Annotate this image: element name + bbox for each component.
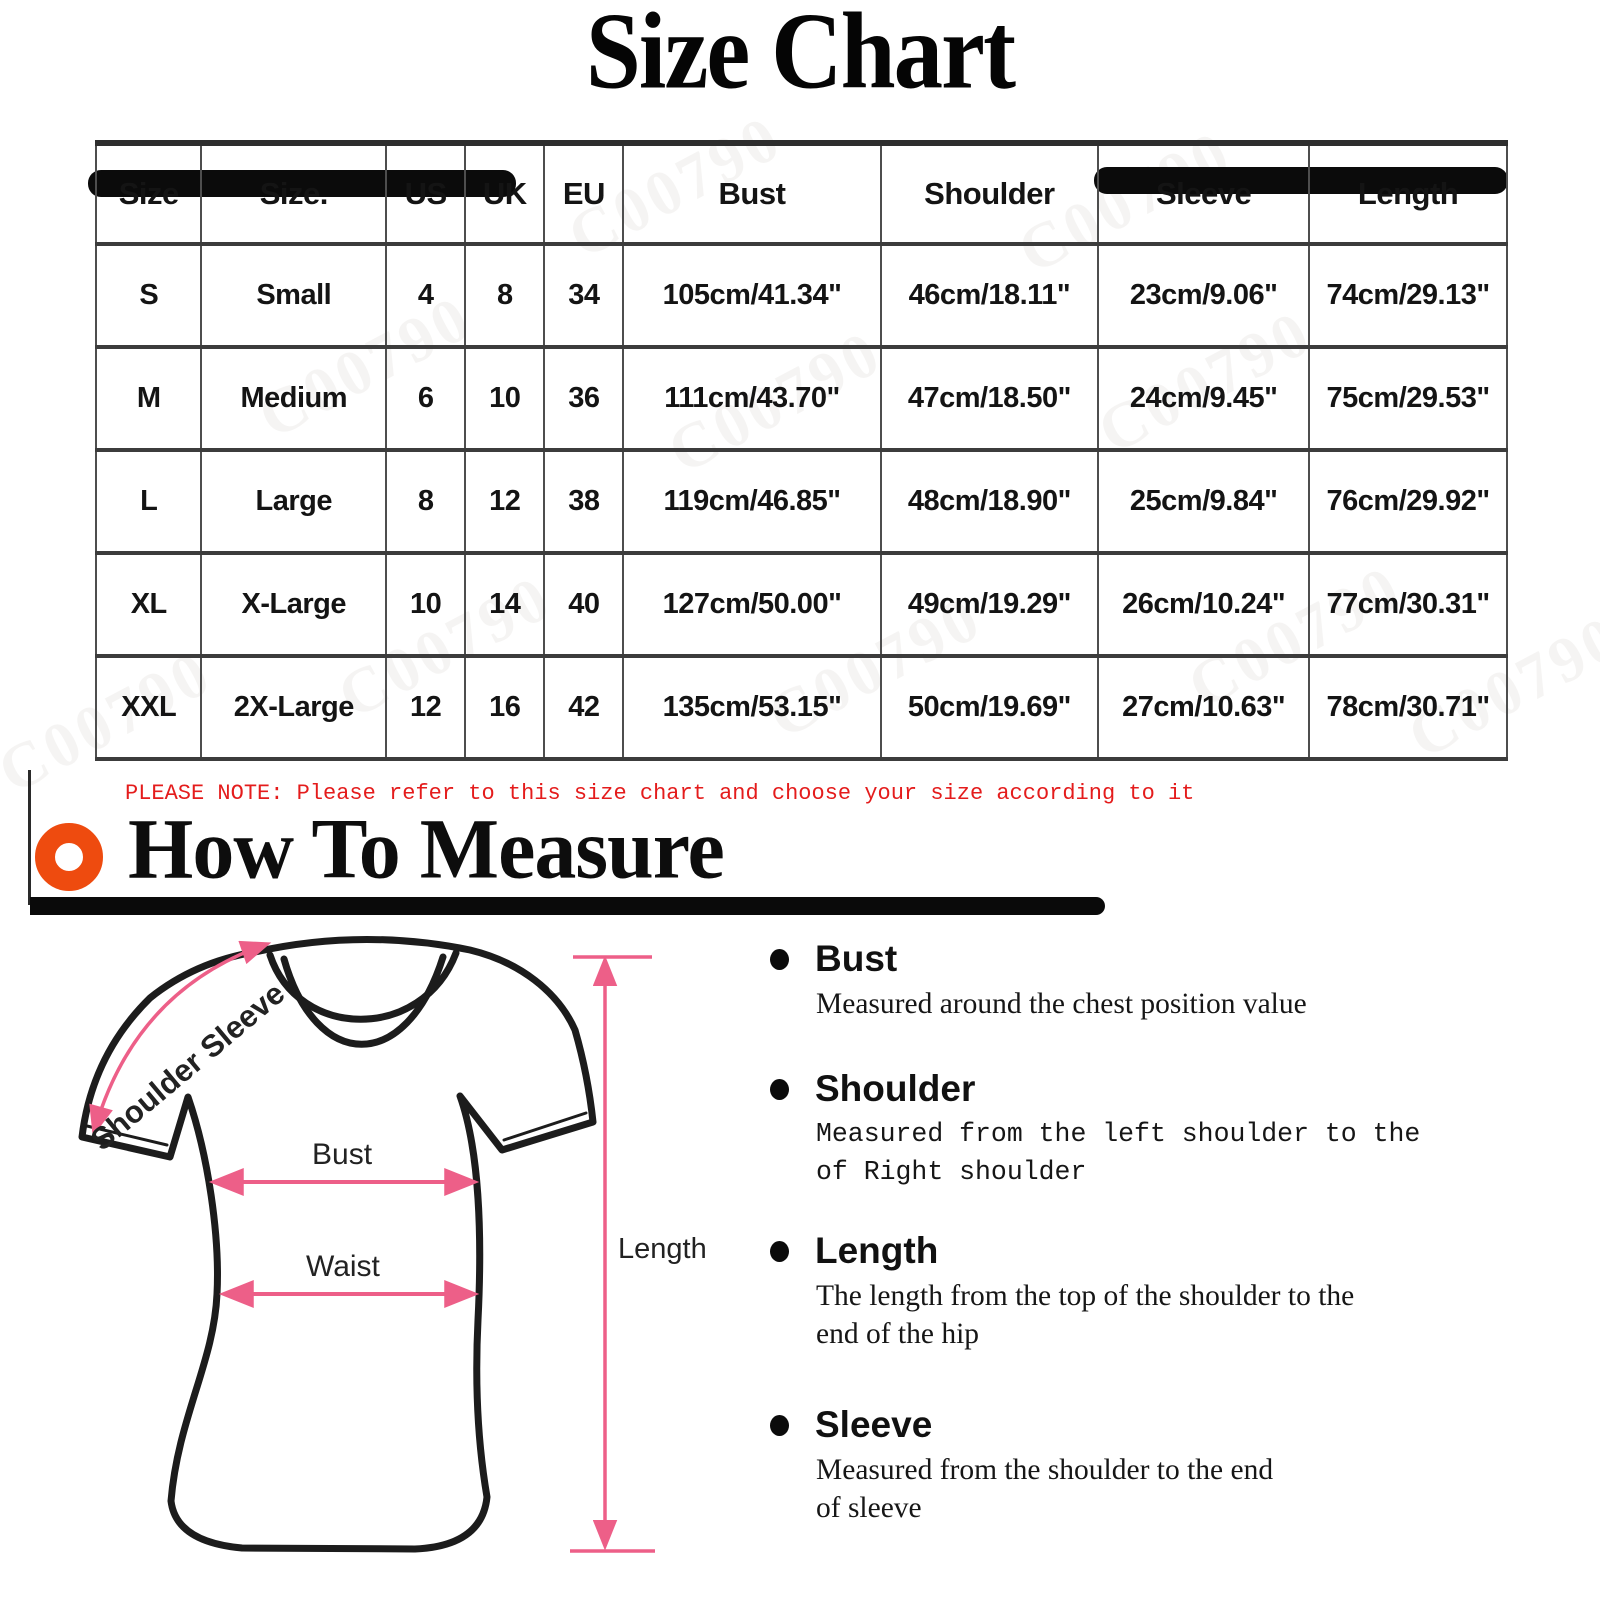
table-cell: 16 (464, 654, 546, 761)
measure-item-shoulder: Shoulder Measured from the left shoulder… (770, 1068, 1450, 1191)
table-row: M Medium 6 10 36 111cm/43.70" 47cm/18.50" 24cm/… (94, 345, 1508, 452)
measure-item-bust: Bust Measured around the chest position … (770, 938, 1450, 1024)
table-cell: 76cm/29.92" (1308, 448, 1508, 555)
measure-label: Bust (815, 938, 898, 979)
column-header: Sleeve (1097, 140, 1311, 246)
table-cell: 40 (543, 551, 625, 658)
table-cell: 36 (543, 345, 625, 452)
table-cell: 8 (464, 242, 546, 349)
table-cell: 27cm/10.63" (1097, 654, 1311, 761)
table-cell: 6 (385, 345, 467, 452)
table-cell: 127cm/50.00" (622, 551, 882, 658)
table-cell: Small (200, 242, 388, 349)
table-cell: 111cm/43.70" (622, 345, 882, 452)
table-cell: 47cm/18.50" (879, 345, 1100, 452)
tshirt-outline (78, 935, 597, 1553)
size-table: Size Size. US UK EU Bust Shoulder Sleeve Length … (94, 140, 1508, 761)
page-title: Size Chart (585, 0, 1016, 112)
table-cell: 42 (543, 654, 625, 761)
table-cell: 10 (385, 551, 467, 658)
measurement-lines (89, 940, 655, 1553)
table-cell: 49cm/19.29" (879, 551, 1100, 658)
table-cell: 10 (464, 345, 546, 452)
tshirt-measurement-diagram: Shoulder Sleeve Bust Waist Length (78, 935, 707, 1553)
table-cell: 119cm/46.85" (622, 448, 882, 555)
table-cell: 50cm/19.69" (879, 654, 1100, 761)
measure-item-length: Length The length from the top of the sh… (770, 1230, 1450, 1354)
length-label: Length (618, 1233, 707, 1265)
left-edge-line (28, 770, 31, 905)
measure-description: Measured around the chest position value (816, 988, 1307, 1020)
table-cell: 46cm/18.11" (879, 242, 1100, 349)
table-row: S Small 4 8 34 105cm/41.34" 46cm/18.11" 23cm/9.… (94, 242, 1508, 349)
table-cell: 77cm/30.31" (1308, 551, 1508, 658)
table-row: XXL 2X-Large 12 16 42 135cm/53.15" 50cm/19.69"… (94, 654, 1508, 761)
measure-label: Shoulder (815, 1068, 976, 1109)
column-header: Size. (200, 140, 388, 246)
table-cell: 48cm/18.90" (879, 448, 1100, 555)
how-to-measure-heading: How To Measure (128, 802, 725, 897)
table-row: L Large 8 12 38 119cm/46.85" 48cm/18.90" 25cm/9… (94, 448, 1508, 555)
measure-item-sleeve: Sleeve Measured from the shoulder to the… (770, 1404, 1450, 1528)
table-row: XL X-Large 10 14 40 127cm/50.00" 49cm/19.29" 26… (94, 551, 1508, 658)
column-header: Shoulder (879, 140, 1100, 246)
column-header: Bust (622, 140, 882, 246)
table-cell: 2X-Large (200, 654, 388, 761)
shoulder-sleeve-label: Shoulder Sleeve (84, 975, 291, 1157)
table-cell: 4 (385, 242, 467, 349)
shoulder-sleeve-arrow (89, 940, 272, 1137)
measure-description: Measured from the shoulder to the end of… (816, 1454, 1274, 1524)
table-cell: 12 (464, 448, 546, 555)
table-cell: Large (200, 448, 388, 555)
table-cell: 135cm/53.15" (622, 654, 882, 761)
bullet-icon (770, 1414, 789, 1436)
bullet-icon (770, 1240, 789, 1262)
table-cell: 24cm/9.45" (1097, 345, 1311, 452)
table-cell: 75cm/29.53" (1308, 345, 1508, 452)
measure-label: Length (815, 1230, 939, 1271)
column-header: UK (464, 140, 546, 246)
table-cell: 74cm/29.13" (1308, 242, 1508, 349)
table-cell: XXL (94, 654, 203, 761)
table-header-row: Size Size. US UK EU Bust Shoulder Sleeve Length (94, 140, 1508, 246)
measure-label: Sleeve (815, 1404, 933, 1445)
table-cell: 38 (543, 448, 625, 555)
table-cell: 78cm/30.71" (1308, 654, 1508, 761)
bullet-icon (770, 948, 789, 970)
bust-label: Bust (312, 1138, 373, 1171)
table-cell: 26cm/10.24" (1097, 551, 1311, 658)
table-cell: Medium (200, 345, 388, 452)
measure-description: Measured from the left shoulder to the o… (816, 1119, 1421, 1187)
size-note: PLEASE NOTE: Please refer to this size c… (125, 781, 1195, 806)
table-cell: S (94, 242, 203, 349)
table-cell: 12 (385, 654, 467, 761)
table-cell: 34 (543, 242, 625, 349)
table-cell: M (94, 345, 203, 452)
table-cell: X-Large (200, 551, 388, 658)
table-cell: L (94, 448, 203, 555)
table-cell: 14 (464, 551, 546, 658)
column-header: US (385, 140, 467, 246)
waist-label: Waist (306, 1250, 381, 1283)
table-cell: 23cm/9.06" (1097, 242, 1311, 349)
bullet-icon (770, 1078, 789, 1100)
table-cell: XL (94, 551, 203, 658)
ring-bullet-icon (35, 823, 103, 891)
measure-description: The length from the top of the shoulder … (816, 1280, 1355, 1350)
column-header: EU (543, 140, 625, 246)
heading-underline (30, 897, 1105, 915)
table-cell: 105cm/41.34" (622, 242, 882, 349)
column-header: Length (1308, 140, 1508, 246)
column-header: Size (94, 140, 203, 246)
table-cell: 25cm/9.84" (1097, 448, 1311, 555)
table-cell: 8 (385, 448, 467, 555)
